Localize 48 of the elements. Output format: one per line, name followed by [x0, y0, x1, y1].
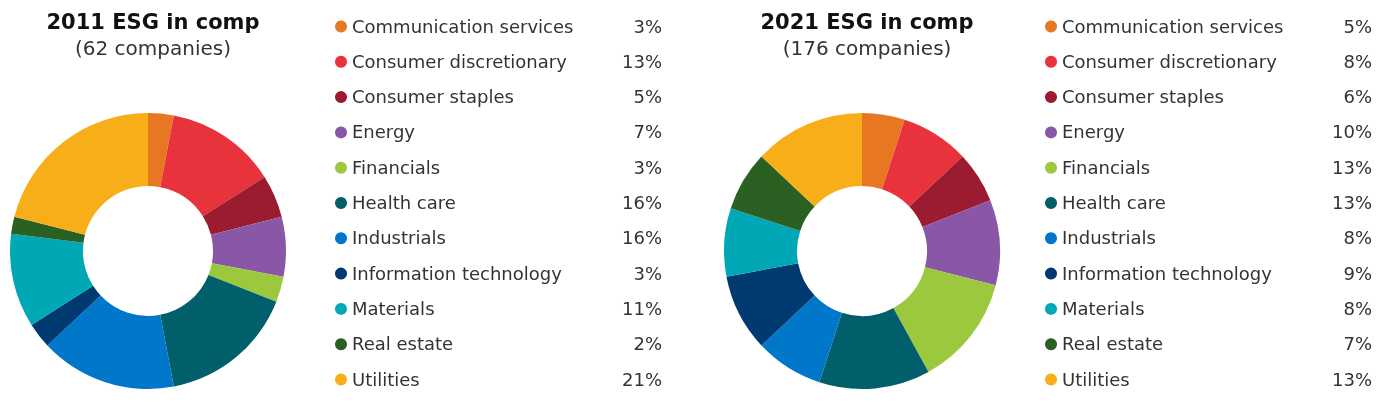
data-label: 21% [621, 368, 662, 390]
data-label: 13% [1331, 156, 1372, 178]
data-label: 8% [1343, 50, 1372, 72]
data-label: 16% [621, 227, 662, 249]
legend-label: Information technology [352, 262, 563, 284]
data-label: 3% [633, 156, 662, 178]
legend-label: Financials [1062, 156, 1151, 178]
data-label: 8% [1343, 227, 1372, 249]
legend-label: Industrials [1062, 227, 1156, 249]
legend-label: Information technology [1062, 262, 1273, 284]
data-label: 10% [1331, 121, 1372, 143]
legend-label: Consumer staples [1062, 86, 1224, 108]
data-label: 13% [1331, 192, 1372, 213]
legend-label: Industrials [352, 227, 446, 249]
data-label: 7% [633, 121, 662, 143]
data-label: 11% [621, 297, 662, 319]
legend-label: Materials [352, 297, 435, 319]
text: (62 companies) [74, 36, 232, 60]
legend-label: Consumer staples [352, 86, 514, 108]
data-label: 3% [633, 15, 662, 37]
data-label: 7% [1343, 333, 1372, 355]
legend-label: Materials [1062, 297, 1145, 319]
data-label: 8% [1343, 297, 1372, 319]
data-label: 9% [1343, 262, 1372, 284]
data-label: 16% [621, 192, 662, 213]
legend-label: Utilities [1062, 368, 1130, 390]
chart-title: 2011 ESG in comp [46, 9, 260, 34]
legend-label: Utilities [352, 368, 420, 390]
data-label: 13% [621, 50, 662, 72]
data-label: 6% [1343, 86, 1372, 108]
legend-label: Energy [1062, 121, 1126, 143]
data-label: 5% [633, 86, 662, 108]
legend-label: Real estate [352, 333, 454, 355]
data-label: 2% [633, 333, 662, 355]
data-label: 13% [1331, 368, 1372, 390]
data-label: 5% [1343, 15, 1372, 37]
legend-label: Real estate [1062, 333, 1164, 355]
legend-label: Health care [1062, 192, 1166, 213]
legend-label: Communication services [352, 15, 574, 37]
chart-title: 2021 ESG in comp [760, 9, 974, 34]
legend-label: Consumer discretionary [352, 50, 568, 72]
legend-label: Health care [352, 192, 456, 213]
data-label: 3% [633, 262, 662, 284]
legend-label: Communication services [1062, 15, 1284, 37]
legend-label: Financials [352, 156, 441, 178]
legend-label: Energy [352, 121, 416, 143]
legend-label: Consumer discretionary [1062, 50, 1278, 72]
text: (176 companies) [782, 36, 952, 60]
